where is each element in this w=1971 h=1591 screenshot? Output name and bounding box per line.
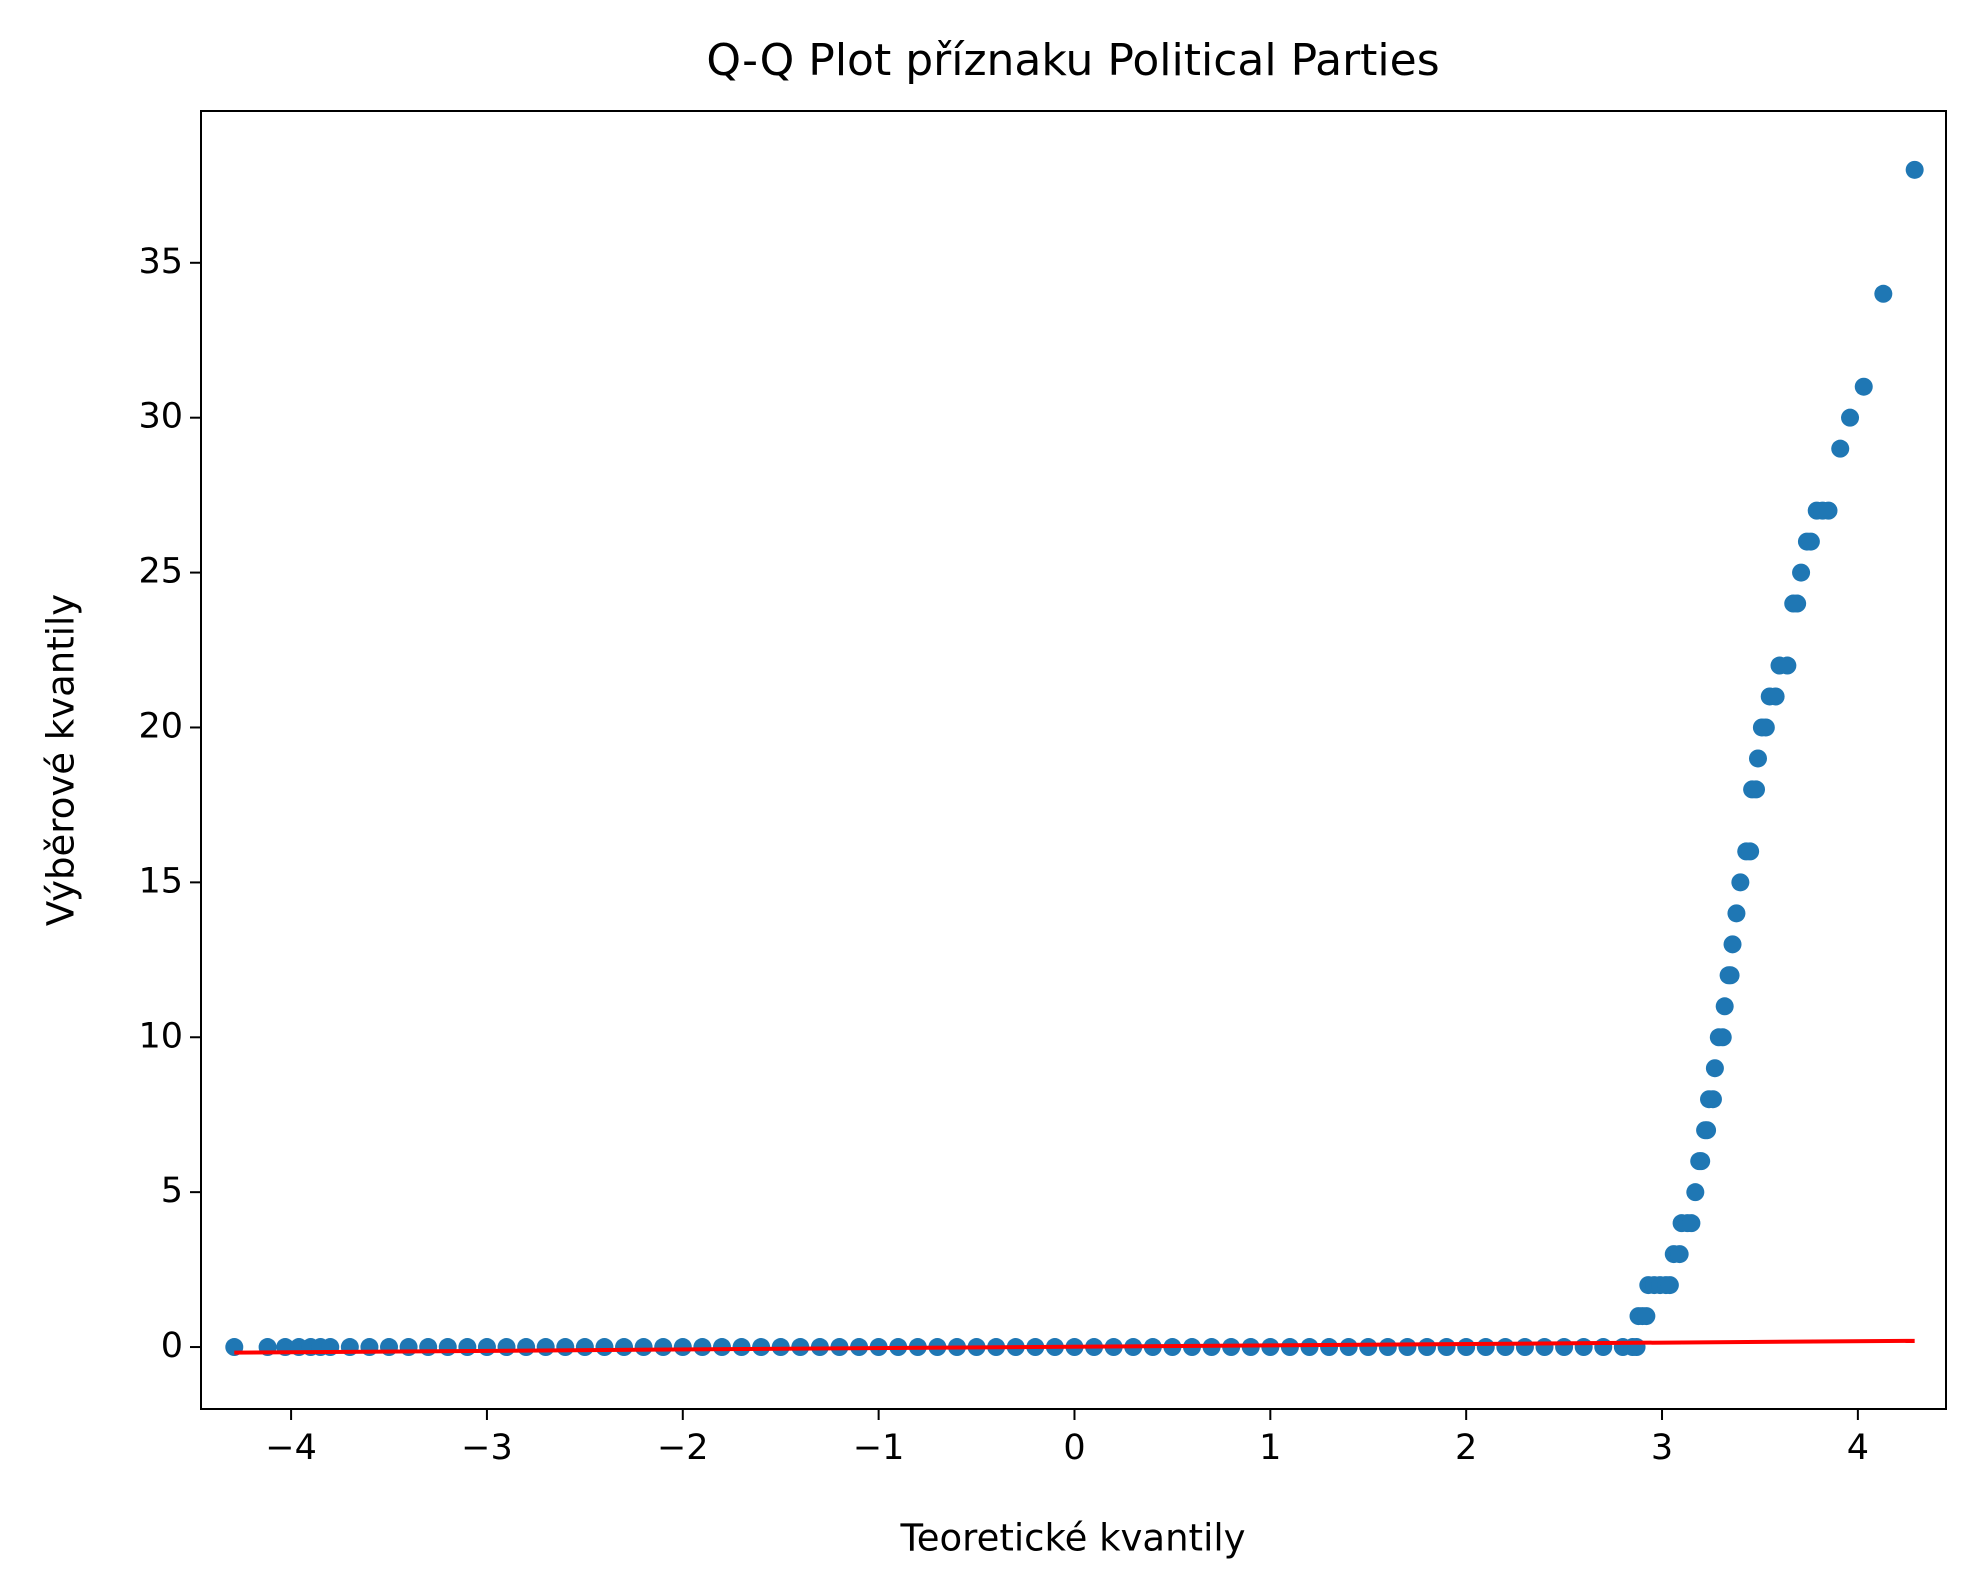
point xyxy=(1747,780,1766,799)
point xyxy=(438,1338,457,1357)
x-tick-label: −4 xyxy=(265,1428,317,1468)
y-tick-label: 30 xyxy=(138,397,183,437)
point xyxy=(556,1338,575,1357)
point xyxy=(1874,284,1893,303)
x-tick-label: −1 xyxy=(853,1428,905,1468)
point xyxy=(1905,160,1924,179)
point xyxy=(1627,1338,1646,1357)
point xyxy=(1715,997,1734,1016)
point xyxy=(1713,1028,1732,1047)
x-tick-label: 4 xyxy=(1847,1428,1869,1468)
point xyxy=(1682,1214,1701,1233)
x-tick-label: 1 xyxy=(1259,1428,1281,1468)
point xyxy=(1698,1121,1717,1140)
point xyxy=(1594,1338,1613,1357)
x-tick-label: −3 xyxy=(461,1428,513,1468)
point xyxy=(634,1338,653,1357)
point xyxy=(1555,1338,1574,1357)
point xyxy=(1756,718,1775,737)
point xyxy=(1359,1338,1378,1357)
point xyxy=(712,1338,731,1357)
point xyxy=(1831,439,1850,458)
point xyxy=(1637,1307,1656,1326)
point xyxy=(1476,1338,1495,1357)
x-tick-label: 0 xyxy=(1063,1428,1085,1468)
point xyxy=(1378,1338,1397,1357)
x-tick-label: 2 xyxy=(1455,1428,1477,1468)
point xyxy=(1792,563,1811,582)
point xyxy=(575,1338,594,1357)
point xyxy=(1692,1152,1711,1171)
y-tick-label: 5 xyxy=(161,1171,183,1211)
point xyxy=(1731,873,1750,892)
x-axis-label: Teoretické kvantily xyxy=(899,1517,1245,1560)
point xyxy=(419,1338,438,1357)
x-tick-label: 3 xyxy=(1651,1428,1673,1468)
y-tick-label: 25 xyxy=(138,552,183,592)
point xyxy=(654,1338,673,1357)
point xyxy=(1457,1338,1476,1357)
point xyxy=(1841,408,1860,427)
y-tick-label: 15 xyxy=(138,861,183,901)
point xyxy=(1801,532,1820,551)
y-tick-label: 35 xyxy=(138,242,183,282)
fit-line xyxy=(234,1338,1915,1355)
point xyxy=(1788,594,1807,613)
y-tick-label: 0 xyxy=(161,1326,183,1366)
point xyxy=(1320,1338,1339,1357)
point xyxy=(1574,1338,1593,1357)
point xyxy=(1854,377,1873,396)
y-axis-label: Výběrové kvantily xyxy=(40,594,83,926)
point xyxy=(1819,501,1838,520)
point xyxy=(1721,966,1740,985)
point xyxy=(1535,1338,1554,1357)
point xyxy=(1778,656,1797,675)
point xyxy=(1418,1338,1437,1357)
chart-title: Q-Q Plot příznaku Political Parties xyxy=(706,35,1439,86)
point xyxy=(1723,935,1742,954)
point xyxy=(693,1338,712,1357)
point xyxy=(517,1338,536,1357)
point xyxy=(1670,1245,1689,1264)
point xyxy=(1660,1276,1679,1295)
point xyxy=(1437,1338,1456,1357)
point xyxy=(1727,904,1746,923)
point xyxy=(1339,1338,1358,1357)
point xyxy=(1748,749,1767,768)
y-tick-label: 20 xyxy=(138,706,183,746)
point xyxy=(673,1338,692,1357)
point xyxy=(1766,687,1785,706)
point xyxy=(1741,842,1760,861)
point xyxy=(1686,1183,1705,1202)
point xyxy=(1515,1338,1534,1357)
point xyxy=(615,1338,634,1357)
point xyxy=(1703,1090,1722,1109)
point xyxy=(595,1338,614,1357)
x-tick-label: −2 xyxy=(657,1428,709,1468)
point xyxy=(1398,1338,1417,1357)
point xyxy=(732,1338,751,1357)
point xyxy=(477,1338,496,1357)
y-tick-label: 10 xyxy=(138,1016,183,1056)
point xyxy=(536,1338,555,1357)
point xyxy=(1496,1338,1515,1357)
point xyxy=(497,1338,516,1357)
plot-frame xyxy=(200,110,1947,1410)
point xyxy=(1705,1059,1724,1078)
point xyxy=(458,1338,477,1357)
